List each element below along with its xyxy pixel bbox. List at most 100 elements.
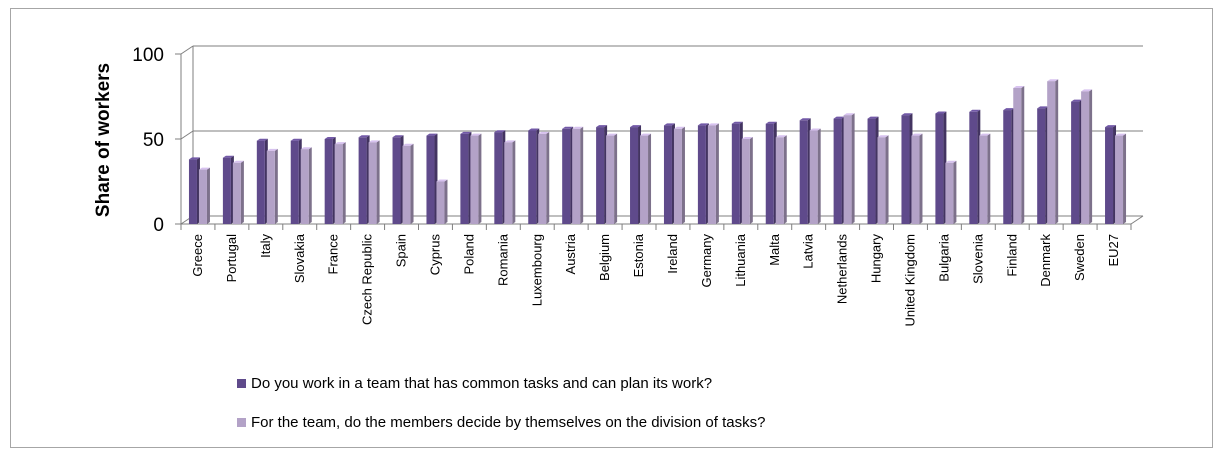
bar-top: [460, 131, 472, 134]
x-tick-label: Austria: [563, 233, 578, 274]
bar-top: [1115, 133, 1127, 136]
bar-1: [1071, 99, 1083, 224]
bar-front: [596, 127, 605, 224]
bar-front: [1105, 127, 1114, 224]
bar-front: [358, 137, 367, 224]
bar-top: [368, 140, 380, 143]
bar-side: [817, 128, 821, 224]
bar-1: [562, 126, 574, 224]
bar-front: [504, 142, 513, 224]
x-tick-label: Malta: [767, 233, 782, 266]
bar-2: [606, 133, 618, 224]
bar-2: [538, 131, 550, 224]
x-tick-label: France: [326, 234, 341, 274]
axes: [175, 46, 1144, 230]
bar-front: [809, 130, 818, 224]
bar-1: [290, 138, 302, 224]
floor-edge-right: [1130, 215, 1144, 225]
bar-top: [673, 126, 685, 129]
bar-2: [198, 167, 210, 224]
x-tick-label: Belgium: [597, 234, 612, 281]
bar-side: [749, 137, 753, 224]
bar-front: [562, 128, 571, 224]
bar-top: [663, 123, 675, 126]
bar-1: [460, 131, 472, 224]
bar-top: [731, 121, 743, 124]
bar-side: [444, 179, 448, 224]
bar-top: [392, 135, 404, 138]
bar-1: [392, 135, 404, 224]
x-tick-label: Poland: [461, 234, 476, 274]
bars: [188, 79, 1127, 225]
bar-1: [833, 116, 845, 224]
bar-top: [969, 109, 981, 112]
bar-front: [460, 133, 469, 224]
bar-1: [426, 133, 438, 224]
bar-2: [911, 133, 923, 224]
bar-front: [232, 162, 241, 224]
bar-top: [528, 128, 540, 131]
bar-top: [494, 130, 506, 133]
bar-front: [877, 137, 886, 224]
bar-2: [232, 160, 244, 224]
bar-front: [867, 118, 876, 224]
bar-top: [436, 179, 448, 182]
bar-top: [1003, 108, 1015, 111]
x-tick-label: United Kingdom: [902, 234, 917, 327]
bar-front: [572, 128, 581, 224]
bar-top: [843, 113, 855, 116]
bar-top: [1013, 86, 1025, 88]
bar-side: [953, 160, 957, 224]
bar-side: [1089, 89, 1093, 225]
bar-front: [731, 123, 740, 224]
legend-label-series-2: For the team, do the members decide by t…: [251, 414, 766, 431]
bar-top: [334, 142, 346, 145]
bar-front: [300, 149, 309, 224]
x-tick-label: Romania: [495, 233, 510, 286]
bar-front: [528, 130, 537, 224]
bar-top: [426, 133, 438, 136]
bar-front: [945, 162, 954, 224]
bar-front: [198, 169, 207, 224]
bar-top: [1081, 89, 1093, 92]
x-tick-label: Slovakia: [292, 233, 307, 283]
bar-front: [188, 159, 197, 224]
bar-2: [1081, 89, 1093, 225]
x-tick-label: Cyprus: [427, 234, 442, 276]
bar-1: [222, 155, 234, 224]
bar-1: [494, 130, 506, 224]
bar-side: [1123, 133, 1127, 224]
bar-2: [775, 135, 787, 224]
bar-top: [232, 160, 244, 163]
bar-top: [188, 157, 200, 160]
bar-top: [945, 160, 957, 163]
bar-front: [911, 135, 920, 224]
bar-front: [630, 127, 639, 224]
y-axis-label: Share of workers: [93, 63, 114, 217]
bar-front: [663, 125, 672, 224]
bar-side: [512, 140, 516, 224]
bar-2: [402, 143, 414, 224]
x-tick-label: Denmark: [1038, 234, 1053, 287]
bar-front: [256, 140, 265, 224]
x-tick-label: Hungary: [869, 234, 884, 284]
bar-1: [731, 121, 743, 224]
y-tick-labels: 0 50 100: [132, 45, 164, 236]
bar-front: [494, 132, 503, 224]
bar-front: [640, 135, 649, 224]
bar-2: [979, 133, 991, 224]
bar-2: [809, 128, 821, 224]
bar-2: [843, 113, 855, 224]
bar-side: [240, 160, 244, 224]
legend-swatch-series-1: [237, 379, 246, 388]
bar-2: [436, 179, 448, 224]
bar-front: [1047, 81, 1056, 224]
bar-1: [188, 157, 200, 224]
bar-front: [775, 137, 784, 224]
bar-front: [935, 113, 944, 224]
bar-top: [775, 135, 787, 138]
bar-front: [833, 118, 842, 224]
bar-top: [901, 113, 913, 116]
bar-top: [504, 140, 516, 143]
bar-top: [198, 167, 210, 170]
